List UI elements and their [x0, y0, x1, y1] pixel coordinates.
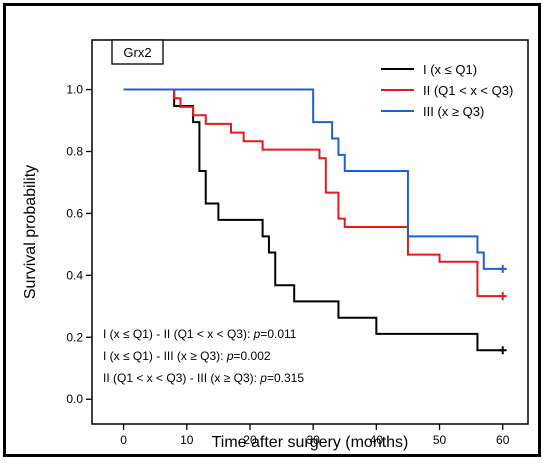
p-value-annotation: I (x ≤ Q1) - II (Q1 < x < Q3): p=0.011 — [103, 327, 297, 341]
y-tick-label: 0.6 — [66, 206, 83, 220]
x-tick-label: 50 — [433, 433, 447, 447]
x-axis-label: Time after surgery (months) — [212, 434, 409, 451]
y-tick-label: 0.8 — [66, 144, 83, 158]
x-tick-label: 30 — [306, 433, 320, 447]
p-value-annotation: II (Q1 < x < Q3) - III (x ≥ Q3): p=0.315 — [103, 371, 304, 385]
x-tick-label: 10 — [180, 433, 194, 447]
legend-entry: II (Q1 < x < Q3) — [423, 83, 513, 98]
panel-label: Grx2 — [123, 45, 151, 60]
y-tick-label: 0.0 — [66, 392, 83, 406]
censor-mark — [498, 346, 507, 355]
x-tick-label: 20 — [243, 433, 257, 447]
axis-ticks: 0 10 20 30 40 50 60 0.0 0.2 0.4 0.6 0.8 1.0 — [66, 83, 509, 447]
censor-mark — [498, 292, 507, 301]
y-tick-label: 0.4 — [66, 268, 83, 282]
p-value-annotations: I (x ≤ Q1) - II (Q1 < x < Q3): p=0.011 I … — [103, 327, 304, 385]
y-tick-label: 0.2 — [66, 330, 83, 344]
panel-label-box — [111, 39, 164, 65]
x-tick-label: 0 — [120, 433, 127, 447]
survival-curves — [123, 88, 507, 355]
y-axis-label: Survival probability — [22, 165, 39, 299]
survival-curve-2 — [123, 88, 503, 298]
legend: I (x ≤ Q1) II (Q1 < x < Q3) III (x ≥ Q3) — [381, 62, 513, 119]
legend-entry: I (x ≤ Q1) — [423, 62, 477, 77]
x-tick-label: 40 — [370, 433, 384, 447]
y-tick-label: 1.0 — [66, 83, 83, 97]
censor-mark — [498, 264, 507, 273]
survival-curve-1 — [123, 88, 503, 352]
legend-entry: III (x ≥ Q3) — [423, 104, 484, 119]
survival-curve-3 — [123, 88, 503, 270]
plot-area — [91, 39, 529, 425]
x-tick-label: 60 — [496, 433, 510, 447]
p-value-annotation: I (x ≤ Q1) - III (x ≥ Q3): p=0.002 — [103, 349, 271, 363]
